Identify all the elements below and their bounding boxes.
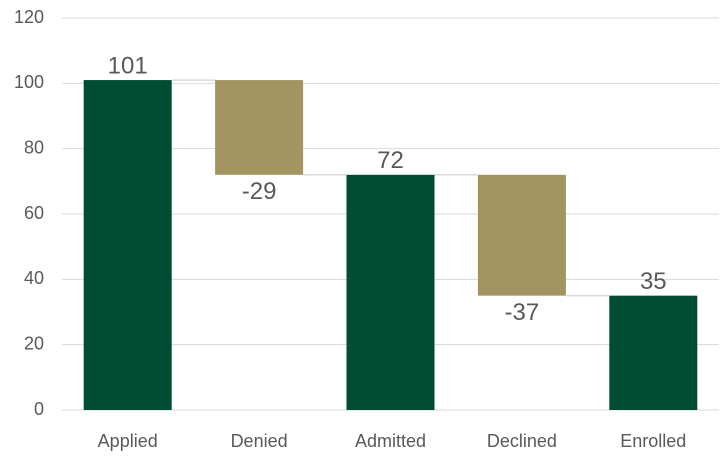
x-tick-label: Declined [487, 431, 557, 451]
bar [215, 80, 304, 175]
data-label: 35 [640, 268, 667, 295]
bar [346, 174, 435, 410]
x-tick-label: Denied [231, 431, 288, 451]
data-label: -37 [505, 299, 540, 326]
bar [477, 174, 566, 296]
y-tick-label: 80 [24, 137, 44, 157]
bar [83, 80, 172, 411]
y-tick-label: 20 [24, 333, 44, 353]
bar [609, 295, 698, 410]
x-tick-label: Applied [98, 431, 158, 451]
y-tick-label: 0 [34, 399, 44, 419]
data-label: 72 [377, 147, 404, 174]
y-tick-label: 40 [24, 268, 44, 288]
y-tick-label: 100 [14, 72, 44, 92]
data-label: 101 [108, 52, 148, 79]
x-tick-label: Admitted [355, 431, 426, 451]
y-tick-label: 60 [24, 203, 44, 223]
y-tick-label: 120 [14, 7, 44, 27]
x-tick-label: Enrolled [620, 431, 686, 451]
data-label: -29 [242, 178, 277, 205]
